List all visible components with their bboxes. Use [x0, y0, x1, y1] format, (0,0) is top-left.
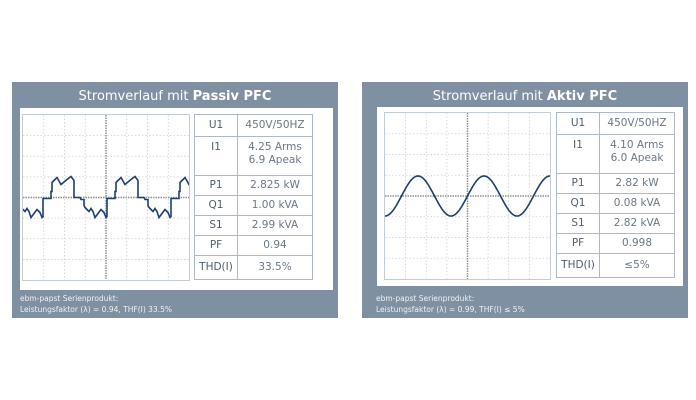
- row-value: 450V/50HZ: [599, 112, 675, 135]
- row-label: P1: [556, 173, 600, 194]
- row-value: 1.00 kVA: [237, 195, 313, 216]
- table-row: PF 0.998: [556, 233, 675, 254]
- table-row: I1 4.25 Arms 6.9 Apeak: [194, 136, 313, 176]
- row-value: 0.94: [237, 235, 313, 256]
- table-row: THD(I) 33.5%: [194, 255, 313, 280]
- oscilloscope-display: [22, 114, 190, 281]
- table-row: S1 2.82 kVA: [556, 213, 675, 234]
- panel-body: U1 450V/50HZ I1 4.25 Arms 6.9 Apeak P1 2.825 k…: [20, 108, 333, 290]
- row-label: U1: [194, 114, 238, 137]
- current-waveform: [23, 175, 189, 220]
- table-row: U1 450V/50HZ: [194, 114, 313, 137]
- row-label: U1: [556, 112, 600, 135]
- panel-title: Stromverlauf mit Aktiv PFC: [432, 89, 618, 104]
- measurement-table: U1 450V/50HZ I1 4.10 Arms 6.0 Apeak P1 2.82 kW…: [556, 112, 675, 278]
- row-value: 33.5%: [237, 255, 313, 280]
- row-label: Q1: [194, 195, 238, 216]
- passive-pfc-panel: Stromverlauf mit Passiv PFC U1 450V/50HZ I…: [12, 82, 338, 318]
- row-label: Q1: [556, 193, 600, 214]
- row-value: 0.998: [599, 233, 675, 254]
- row-label: THD(I): [556, 253, 600, 278]
- row-value: 2.82 kVA: [599, 213, 675, 234]
- row-label: PF: [556, 233, 600, 254]
- row-label: P1: [194, 175, 238, 196]
- row-label: THD(I): [194, 255, 238, 280]
- row-label: S1: [556, 213, 600, 234]
- row-value: 2.99 kVA: [237, 215, 313, 236]
- table-row: P1 2.82 kW: [556, 173, 675, 194]
- table-row: Q1 0.08 kVA: [556, 193, 675, 214]
- table-row: THD(I) ≤5%: [556, 253, 675, 278]
- row-value: 4.25 Arms 6.9 Apeak: [237, 136, 313, 176]
- current-waveform: [385, 175, 550, 217]
- table-row: P1 2.825 kW: [194, 175, 313, 196]
- table-row: I1 4.10 Arms 6.0 Apeak: [556, 134, 675, 174]
- row-label: PF: [194, 235, 238, 256]
- row-value: 4.10 Arms 6.0 Apeak: [599, 134, 675, 174]
- panel-title: Stromverlauf mit Passiv PFC: [78, 89, 272, 104]
- row-value: ≤5%: [599, 253, 675, 278]
- table-row: Q1 1.00 kVA: [194, 195, 313, 216]
- row-value: 0.08 kVA: [599, 193, 675, 214]
- row-value: 2.825 kW: [237, 175, 313, 196]
- table-row: U1 450V/50HZ: [556, 112, 675, 135]
- table-row: S1 2.99 kVA: [194, 215, 313, 236]
- measurement-table: U1 450V/50HZ I1 4.25 Arms 6.9 Apeak P1 2.825 k…: [194, 114, 313, 280]
- row-label: I1: [556, 134, 600, 174]
- table-row: PF 0.94: [194, 235, 313, 256]
- row-value: 450V/50HZ: [237, 114, 313, 137]
- active-pfc-panel: Stromverlauf mit Aktiv PFC U1 450V/50HZ I1…: [362, 82, 688, 318]
- footer-note: ebm-papst Serienprodukt: Leistungsfaktor …: [376, 294, 525, 314]
- footer-note: ebm-papst Serienprodukt: Leistungsfaktor …: [20, 294, 172, 314]
- row-label: S1: [194, 215, 238, 236]
- row-value: 2.82 kW: [599, 173, 675, 194]
- row-label: I1: [194, 136, 238, 176]
- panel-body: U1 450V/50HZ I1 4.10 Arms 6.0 Apeak P1 2.82 kW…: [377, 107, 683, 286]
- oscilloscope-display: [384, 112, 551, 280]
